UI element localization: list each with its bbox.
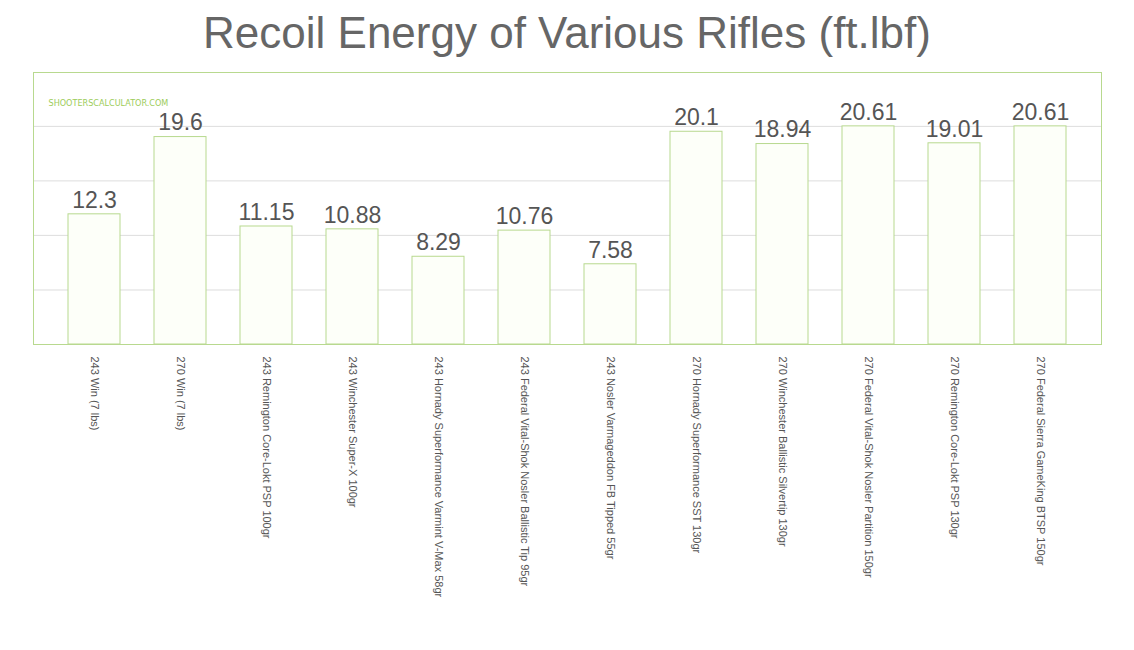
svg-text:243 Federal Vital-Shok Nosler: 243 Federal Vital-Shok Nosler Ballistic … <box>519 357 531 587</box>
svg-text:270 Win (7 lbs): 270 Win (7 lbs) <box>175 357 187 431</box>
svg-text:20.61: 20.61 <box>1012 99 1070 125</box>
svg-text:270 Remington Core-Lokt PSP 13: 270 Remington Core-Lokt PSP 130gr <box>949 357 961 539</box>
svg-text:243 Remington Core-Lokt PSP 10: 243 Remington Core-Lokt PSP 100gr <box>261 357 273 539</box>
svg-text:270 Hornady Superformance SST: 270 Hornady Superformance SST 130gr <box>691 357 703 554</box>
svg-text:18.94: 18.94 <box>754 116 812 142</box>
svg-text:270 Winchester Ballistic Silve: 270 Winchester Ballistic Silvertip 130gr <box>777 357 789 547</box>
svg-text:10.88: 10.88 <box>324 202 382 228</box>
svg-text:270 Federal Sierra GameKing BT: 270 Federal Sierra GameKing BTSP 150gr <box>1035 357 1047 566</box>
svg-text:19.01: 19.01 <box>926 116 984 142</box>
svg-text:243 Winchester Super-X 100gr: 243 Winchester Super-X 100gr <box>347 357 359 508</box>
svg-text:11.15: 11.15 <box>239 199 295 225</box>
svg-text:12.3: 12.3 <box>72 187 117 213</box>
svg-text:SHOOTERSCALCULATOR.COM: SHOOTERSCALCULATOR.COM <box>49 98 169 108</box>
svg-text:270 Federal Vital-Shok Nosler: 270 Federal Vital-Shok Nosler Partition … <box>863 357 875 578</box>
svg-text:243 Win (7 lbs): 243 Win (7 lbs) <box>89 357 101 431</box>
svg-text:10.76: 10.76 <box>496 203 554 229</box>
svg-text:20.61: 20.61 <box>840 99 898 125</box>
svg-text:243 Nosler Varmageddon FB Tipp: 243 Nosler Varmageddon FB Tipped 55gr <box>605 357 617 560</box>
svg-text:243 Hornady Superformance Varm: 243 Hornady Superformance Varmint V-Max … <box>433 357 445 598</box>
svg-text:20.1: 20.1 <box>674 104 719 130</box>
svg-text:7.58: 7.58 <box>588 237 633 263</box>
svg-text:8.29: 8.29 <box>416 229 461 255</box>
html-text:Recoil Energy of Various Rifle: Recoil Energy of Various Rifles (ft.lbf) <box>203 8 931 57</box>
svg-text:19.6: 19.6 <box>158 109 203 135</box>
